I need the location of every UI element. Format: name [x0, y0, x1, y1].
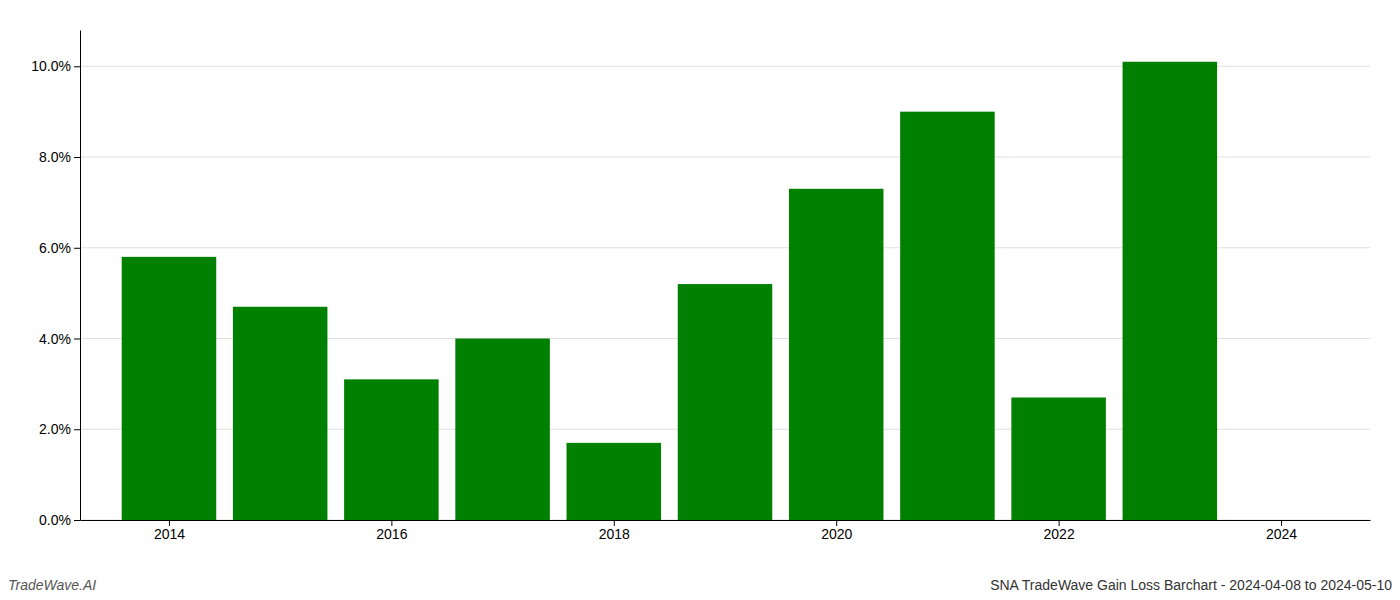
bar [233, 307, 328, 520]
x-tick-label: 2022 [1044, 526, 1075, 542]
bars [122, 62, 1217, 520]
y-tick-mark [74, 66, 80, 67]
y-tick-mark [74, 429, 80, 430]
y-tick-label: 4.0% [39, 330, 71, 346]
x-tick: 2016 [376, 520, 407, 542]
bar [344, 379, 439, 520]
x-tick: 2022 [1044, 520, 1075, 542]
y-tick-label: 2.0% [39, 421, 71, 437]
chart: 0.0% 2.0% 4.0% 6.0% 8.0% 10.0% 2014 2016 2018 202… [0, 0, 1400, 600]
y-tick: 6.0% [39, 240, 80, 256]
bar [1011, 398, 1106, 521]
x-tick: 2020 [821, 520, 852, 542]
y-tick: 2.0% [39, 421, 80, 437]
x-tick: 2014 [154, 520, 185, 542]
plot: 0.0% 2.0% 4.0% 6.0% 8.0% 10.0% 2014 2016 2018 202… [31, 31, 1370, 542]
y-tick: 0.0% [39, 512, 80, 528]
x-tick-label: 2024 [1266, 526, 1297, 542]
y-tick-label: 6.0% [39, 240, 71, 256]
bar [1123, 62, 1218, 520]
watermark: TradeWave.AI [8, 577, 96, 593]
y-axis-line [80, 31, 81, 521]
x-tick: 2018 [599, 520, 630, 542]
bar [567, 443, 662, 520]
y-tick-label: 10.0% [31, 58, 71, 74]
y-tick-mark [74, 157, 80, 158]
x-tick-label: 2016 [376, 526, 407, 542]
bar [789, 189, 884, 520]
title: SNA TradeWave Gain Loss Barchart - 2024-… [990, 577, 1392, 593]
bar [455, 339, 550, 520]
x-tick-label: 2014 [154, 526, 185, 542]
x-tick-label: 2020 [821, 526, 852, 542]
y-tick-label: 8.0% [39, 149, 71, 165]
y-axis: 0.0% 2.0% 4.0% 6.0% 8.0% 10.0% [31, 31, 80, 528]
x-tick: 2024 [1266, 520, 1297, 542]
y-tick: 8.0% [39, 149, 80, 165]
y-tick: 4.0% [39, 330, 80, 346]
x-axis-line [81, 520, 1371, 521]
bar [122, 257, 217, 520]
bar [678, 284, 773, 520]
y-tick: 10.0% [31, 58, 80, 74]
y-tick-mark [74, 339, 80, 340]
y-tick-mark [74, 248, 80, 249]
x-tick-label: 2018 [599, 526, 630, 542]
y-tick-label: 0.0% [39, 512, 71, 528]
x-axis: 2014 2016 2018 2020 2022 2024 [81, 520, 1371, 542]
bar [900, 112, 995, 520]
y-tick-mark [74, 520, 80, 521]
